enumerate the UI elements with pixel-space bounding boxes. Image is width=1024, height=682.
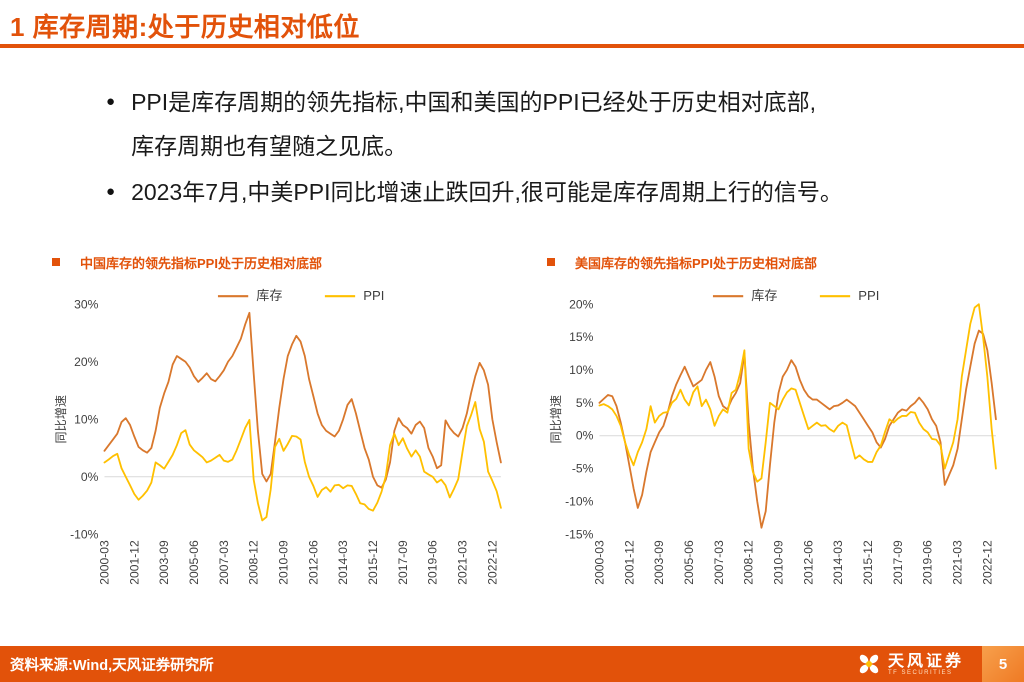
x-tick-label: 2022-12: [980, 540, 994, 585]
x-tick-label: 2015-12: [861, 540, 875, 585]
tf-securities-logo: 天风证券 TF SECURITIES: [856, 651, 964, 677]
x-tick-label: 2017-09: [891, 540, 905, 585]
chart-title: 美国库存的领先指标PPI处于历史相对底部: [575, 255, 817, 271]
bullet-list: ● PPI是库存周期的领先指标,中国和美国的PPI已经处于历史相对底部, 库存周…: [106, 80, 986, 216]
inventory-series-line: [103, 311, 502, 489]
y-tick-label: -10%: [565, 494, 593, 508]
x-tick-label: 2014-03: [336, 540, 350, 585]
bullet-text-line: 库存周期也有望随之见底。: [131, 133, 408, 159]
x-tick-label: 2019-06: [921, 540, 935, 585]
x-tick-label: 2000-03: [592, 540, 606, 585]
x-tick-label: 2005-06: [682, 540, 696, 585]
y-tick-label: 0%: [576, 429, 594, 443]
bullet-text-line: 2023年7月,中美PPI同比增速止跌回升,很可能是库存周期上行的信号。: [131, 179, 843, 205]
bullet-text: PPI是库存周期的领先指标,中国和美国的PPI已经处于历史相对底部, 库存周期也…: [131, 80, 816, 168]
y-tick-label: 20%: [74, 355, 98, 369]
page-title: 1 库存周期:处于历史相对低位: [10, 12, 360, 42]
legend-label: 库存: [751, 288, 777, 303]
inventory-series-line: [598, 329, 997, 529]
x-tick-label: 2017-09: [396, 540, 410, 585]
china-chart-canvas: 30% 20% 10% 0% -10% 同比增速 2000-03 2001-12 2003-09…: [53, 288, 502, 585]
ppi-series-line: [598, 303, 997, 483]
x-tick-label: 2019-06: [426, 540, 440, 585]
x-tick-label: 2008-12: [742, 540, 756, 585]
logo-name-en: TF SECURITIES: [887, 669, 953, 676]
chart-title: 中国库存的领先指标PPI处于历史相对底部: [80, 255, 322, 271]
legend-label: PPI: [858, 288, 879, 303]
y-tick-label: 15%: [569, 330, 593, 344]
x-tick-label: 2010-09: [772, 540, 786, 585]
bullet-dot-icon: ●: [106, 183, 116, 200]
y-tick-label: 30%: [74, 297, 98, 311]
flower-icon: [859, 654, 879, 674]
bullet-text: 2023年7月,中美PPI同比增速止跌回升,很可能是库存周期上行的信号。: [131, 170, 843, 214]
charts-row: 中国库存的领先指标PPI处于历史相对底部 30% 20% 10% 0% -10% 同比增速…: [52, 252, 1006, 597]
bullet-item: ● 2023年7月,中美PPI同比增速止跌回升,很可能是库存周期上行的信号。: [106, 170, 986, 214]
x-tick-label: 2003-09: [652, 540, 666, 585]
y-tick-label: -5%: [572, 462, 594, 476]
x-tick-label: 2003-09: [157, 540, 171, 585]
us-ppi-inventory-chart: 美国库存的领先指标PPI处于历史相对底部 20% 15% 10% 5% 0% -5% -10…: [547, 252, 1006, 597]
footer-bar: 资料来源:Wind,天风证券研究所 天风证券 TF SECURITIES 5: [0, 646, 1024, 682]
chart-header: 中国库存的领先指标PPI处于历史相对底部: [52, 252, 511, 272]
x-tick-label: 2001-12: [127, 540, 141, 585]
y-tick-label: 20%: [569, 297, 593, 311]
x-tick-label: 2021-03: [951, 540, 965, 585]
y-tick-label: -10%: [70, 527, 98, 541]
y-tick-label: 5%: [576, 396, 594, 410]
x-tick-label: 2012-06: [306, 540, 320, 585]
logo-text: 天风证券 TF SECURITIES: [888, 653, 964, 676]
x-tick-label: 2005-06: [187, 540, 201, 585]
bullet-text-line: PPI是库存周期的领先指标,中国和美国的PPI已经处于历史相对底部,: [131, 89, 816, 115]
page-number: 5: [982, 646, 1024, 682]
x-tick-label: 2014-03: [831, 540, 845, 585]
x-tick-label: 2015-12: [366, 540, 380, 585]
chart-header: 美国库存的领先指标PPI处于历史相对底部: [547, 252, 1006, 272]
title-divider: [0, 44, 1024, 48]
x-tick-label: 2022-12: [485, 540, 499, 585]
x-tick-label: 2010-09: [277, 540, 291, 585]
us-chart-canvas: 20% 15% 10% 5% 0% -5% -10% -15% 同比增速 2000-03 2001-…: [548, 288, 997, 585]
y-tick-label: -15%: [565, 527, 593, 541]
source-text: 资料来源:Wind,天风证券研究所: [10, 657, 214, 674]
logo-name-cn: 天风证券: [887, 652, 964, 670]
x-tick-label: 2001-12: [622, 540, 636, 585]
x-tick-label: 2012-06: [801, 540, 815, 585]
y-axis-title: 同比增速: [548, 395, 563, 443]
chart-title-marker-icon: [52, 258, 60, 266]
y-tick-label: 10%: [569, 363, 593, 377]
x-tick-label: 2008-12: [247, 540, 261, 585]
x-tick-label: 2000-03: [97, 540, 111, 585]
x-tick-label: 2007-03: [217, 540, 231, 585]
x-tick-label: 2007-03: [712, 540, 726, 585]
ppi-series-line: [103, 401, 502, 522]
china-ppi-inventory-chart: 中国库存的领先指标PPI处于历史相对底部 30% 20% 10% 0% -10% 同比增速…: [52, 252, 511, 597]
y-tick-label: 10%: [74, 412, 98, 426]
legend-label: PPI: [363, 288, 384, 303]
x-tick-label: 2021-03: [456, 540, 470, 585]
y-tick-label: 0%: [81, 470, 99, 484]
chart-title-marker-icon: [547, 258, 555, 266]
y-axis-title: 同比增速: [53, 395, 68, 443]
legend-label: 库存: [256, 288, 282, 303]
bullet-dot-icon: ●: [106, 93, 116, 110]
bullet-item: ● PPI是库存周期的领先指标,中国和美国的PPI已经处于历史相对底部, 库存周…: [106, 80, 986, 168]
